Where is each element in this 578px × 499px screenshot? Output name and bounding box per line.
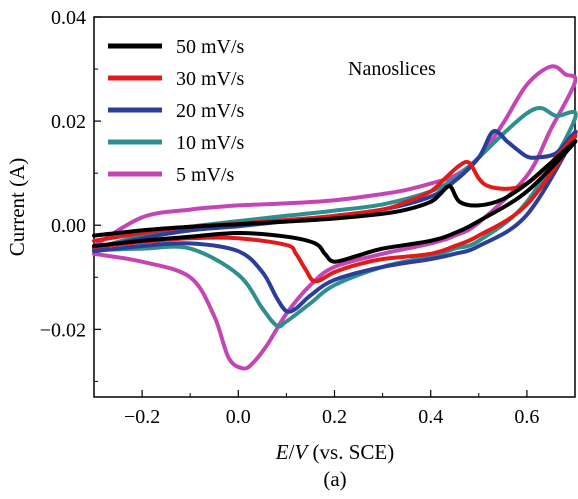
x-axis-title-e: E [275, 440, 289, 464]
legend-label: 30 mV/s [176, 68, 245, 90]
legend: 50 mV/s 30 mV/s 20 mV/s 10 mV/s 5 mV/s [108, 36, 245, 186]
series-lines [92, 64, 578, 371]
y-axis-title: Current (A) [5, 158, 29, 257]
x-axis-title-v: V [294, 440, 309, 464]
series-line [92, 106, 578, 329]
x-tick-label: 0.4 [418, 406, 443, 428]
x-tick-label: 0.6 [514, 406, 539, 428]
legend-label: 10 mV/s [176, 132, 245, 154]
y-tick-label: 0.00 [51, 215, 86, 237]
x-axis-title-rest: (vs. SCE) [307, 440, 394, 464]
legend-label: 5 mV/s [176, 164, 235, 186]
x-axis-title: E/V (vs. SCE) [275, 440, 394, 464]
figure-caption: (a) [323, 467, 346, 491]
series-line [92, 139, 578, 264]
x-tick-label: 0.0 [226, 406, 251, 428]
legend-label: 20 mV/s [176, 100, 245, 122]
y-tick-label: 0.02 [51, 111, 86, 133]
annotation-label: Nanoslices [348, 58, 436, 80]
axis-ticks: −0.2 0.0 0.2 0.4 0.6 −0.02 0.00 0.02 0.04 [40, 7, 540, 428]
y-tick-label: −0.02 [40, 319, 86, 341]
x-tick-label: −0.2 [124, 406, 160, 428]
legend-label: 50 mV/s [176, 36, 245, 58]
series-line [92, 64, 578, 371]
y-tick-label: 0.04 [51, 7, 86, 29]
x-tick-label: 0.2 [322, 406, 347, 428]
x-axis-title-slash: / [289, 440, 295, 464]
